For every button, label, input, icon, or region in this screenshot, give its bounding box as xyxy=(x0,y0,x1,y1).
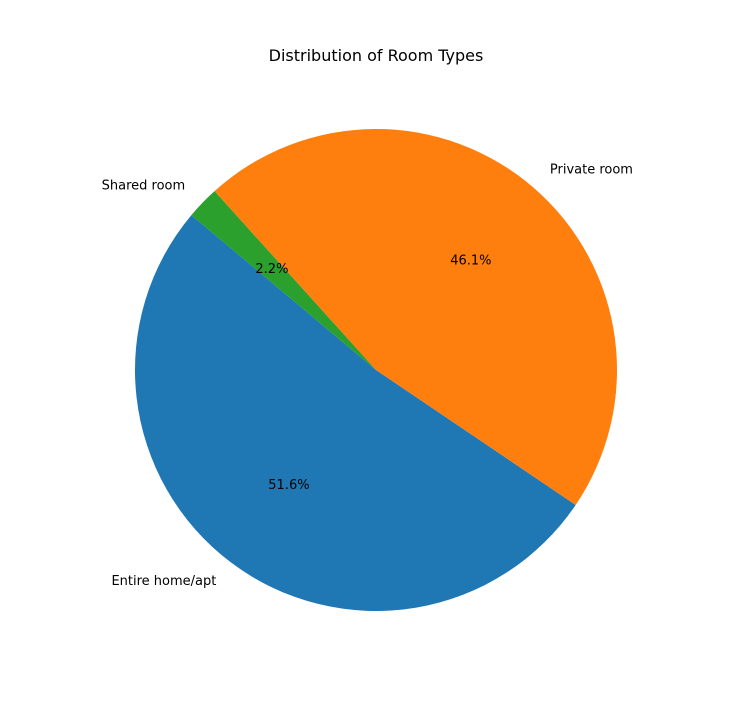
pie-slices xyxy=(135,128,618,611)
pie-slice-private-room xyxy=(214,128,618,505)
slice-percent-entire-home-apt: 51.6% xyxy=(268,478,309,493)
chart-title: Distribution of Room Types xyxy=(269,46,484,65)
slice-label-private-room: Private room xyxy=(550,162,633,177)
slice-label-shared-room: Shared room xyxy=(102,178,186,193)
slice-percent-private-room: 46.1% xyxy=(450,253,491,268)
pie-labels: Entire home/apt 51.6% Private room 46.1% Sha… xyxy=(102,162,633,589)
pie-slice-entire-home-apt xyxy=(135,215,576,611)
pie-slice-shared-room xyxy=(191,191,376,370)
slice-percent-shared-room: 2.2% xyxy=(255,262,288,277)
slice-label-entire-home-apt: Entire home/apt xyxy=(111,574,216,589)
